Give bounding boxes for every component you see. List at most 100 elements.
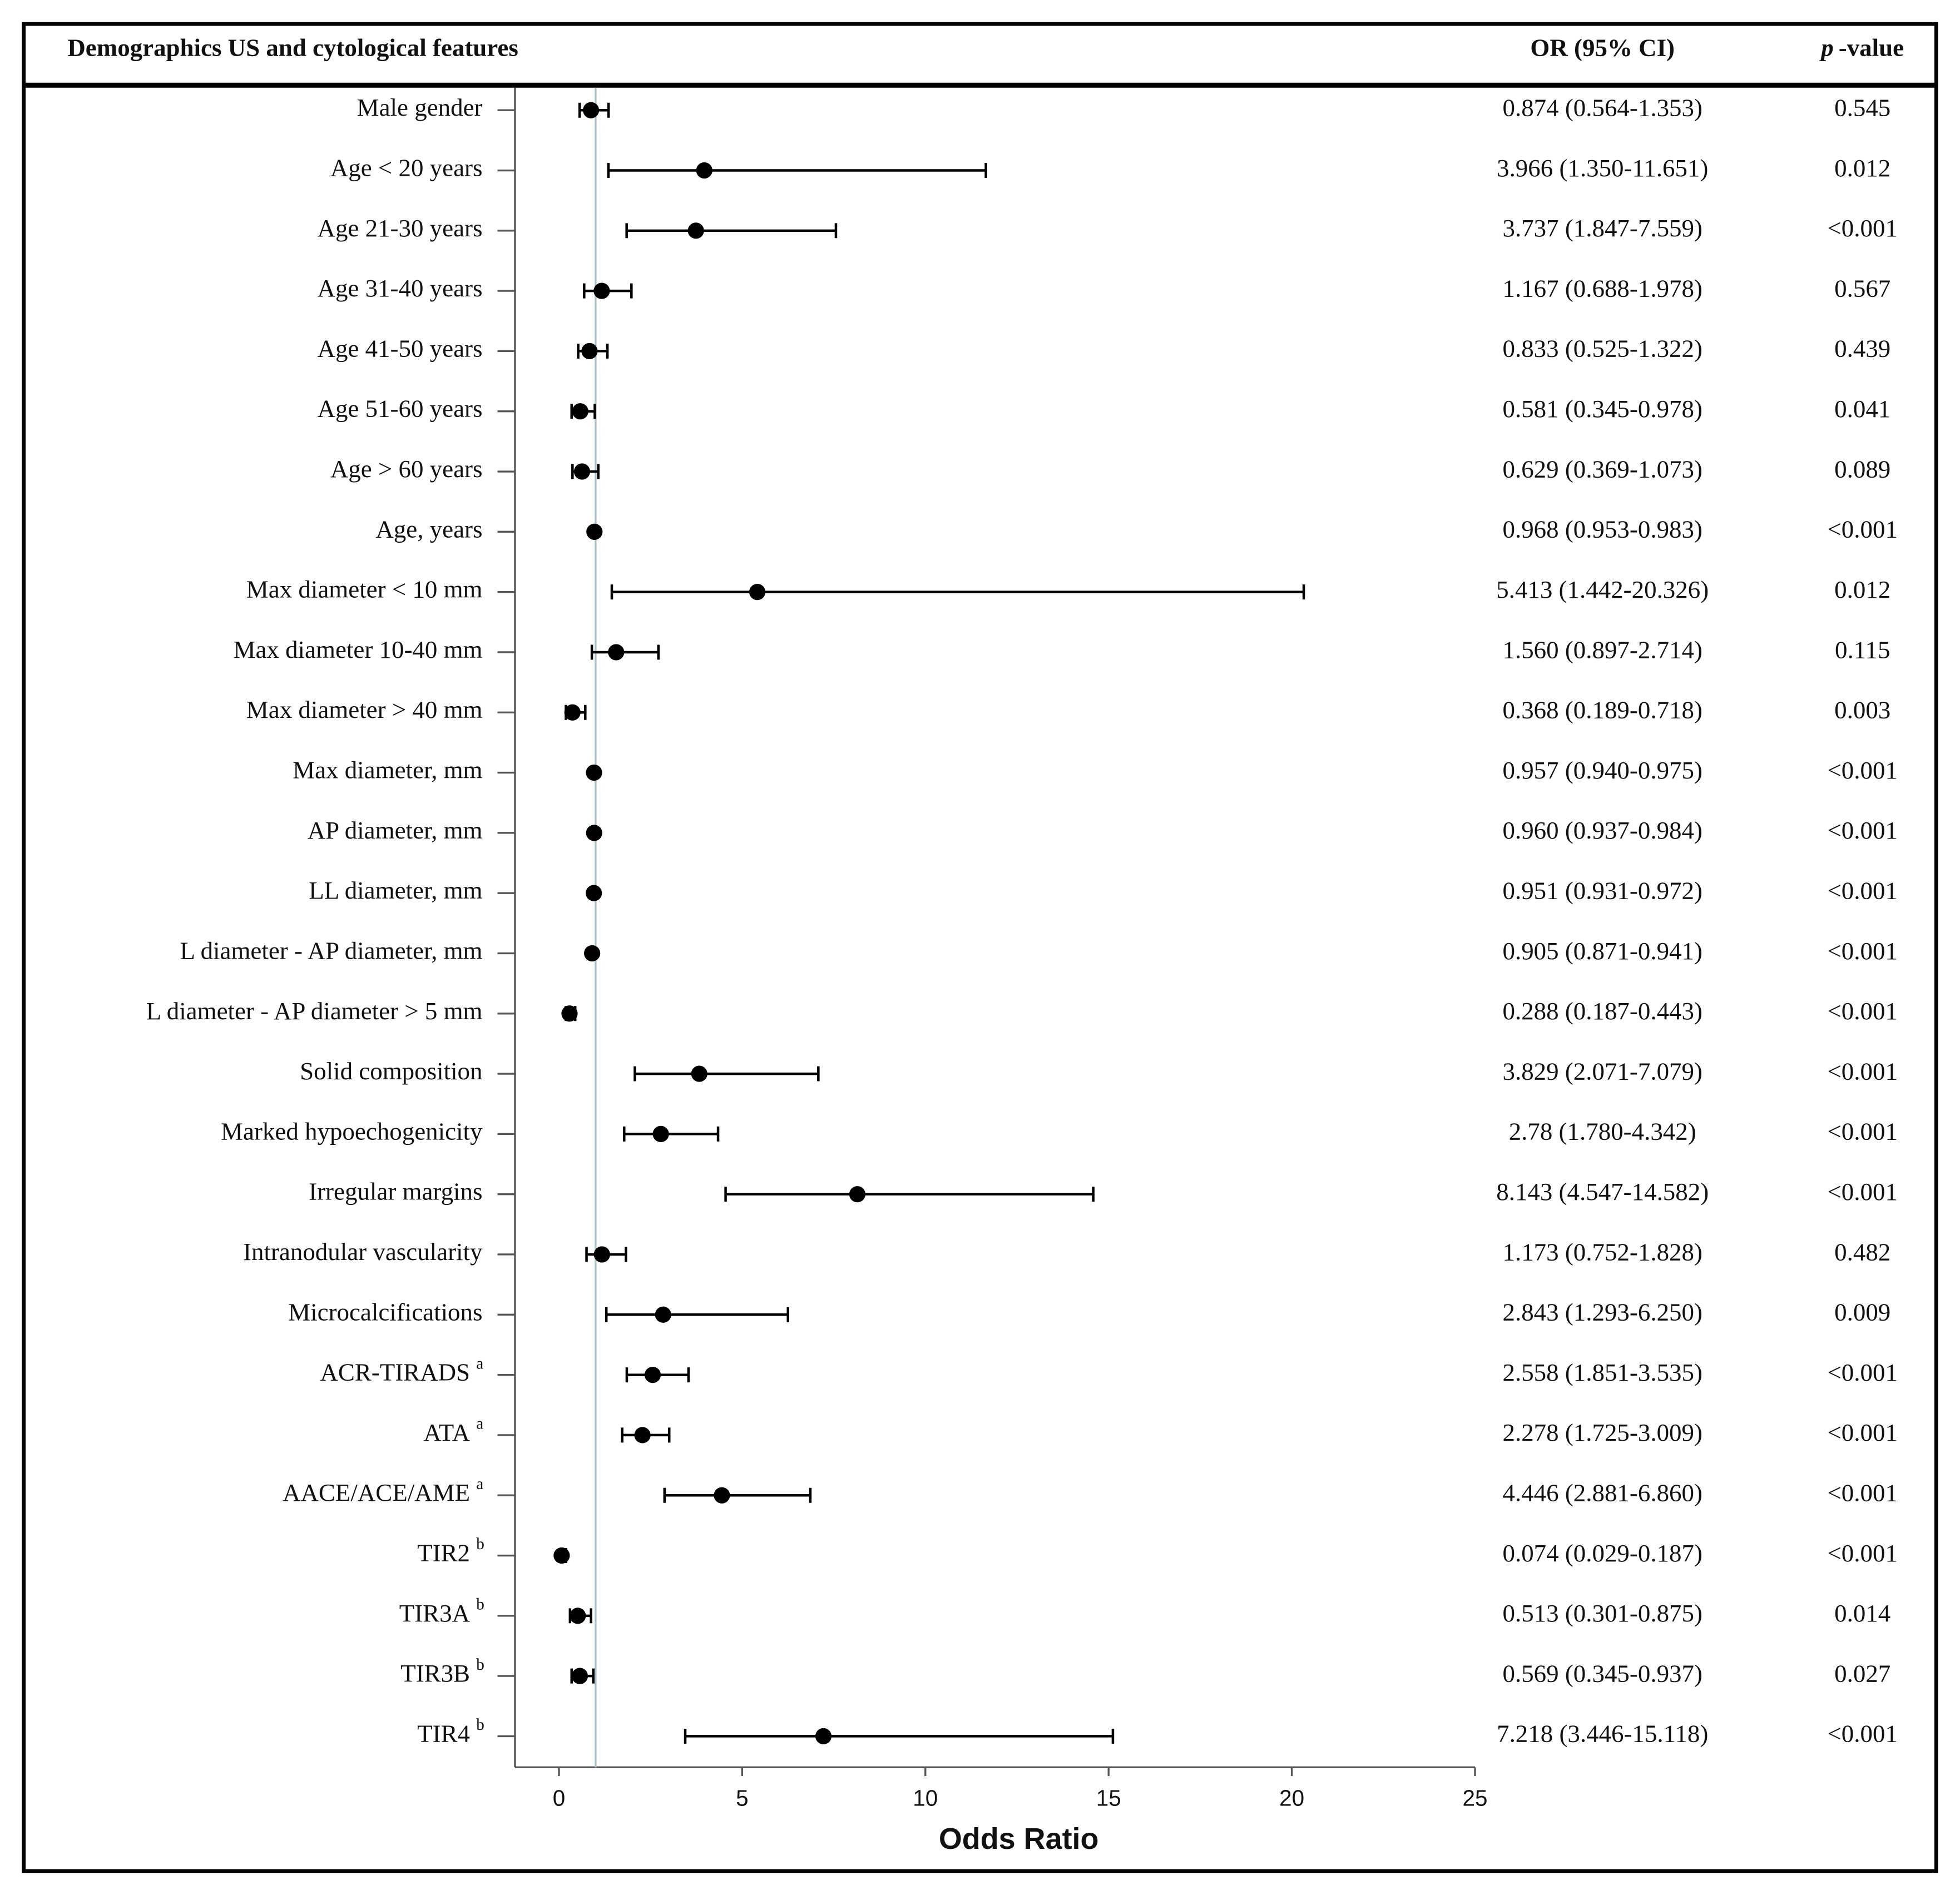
row-label: Age 51-60 years xyxy=(318,395,483,423)
row-label-text: TIR4 xyxy=(417,1720,470,1748)
p-value: 0.003 xyxy=(1834,696,1890,724)
row-label: Intranodular vascularity xyxy=(243,1238,483,1266)
row-label-text: ATA xyxy=(423,1418,470,1446)
ci-whisker xyxy=(605,1307,789,1322)
ci-whisker xyxy=(663,1487,812,1503)
row-label: AP diameter, mm xyxy=(308,816,483,844)
row-label-text: Microcalcifications xyxy=(288,1298,482,1326)
p-value: <0.001 xyxy=(1827,937,1897,965)
p-value: 0.567 xyxy=(1834,274,1890,302)
row-label: Male gender xyxy=(357,94,483,122)
row-label: L diameter - AP diameter, mm xyxy=(180,937,483,965)
row-label: Solid composition xyxy=(300,1057,482,1085)
row-label: Irregular margins xyxy=(309,1178,482,1206)
row-label-text: AP diameter, mm xyxy=(308,816,483,844)
header-or: OR (95% CI) xyxy=(1530,34,1675,62)
p-value: <0.001 xyxy=(1827,997,1897,1025)
row-label-text: TIR2 xyxy=(417,1539,470,1567)
or-ci-label: 0.951 (0.931-0.972) xyxy=(1502,876,1702,904)
row-superscript: b xyxy=(476,1596,484,1614)
row-label-text: Age > 60 years xyxy=(330,455,483,483)
row-label-text: Marked hypoechogenicity xyxy=(221,1118,483,1145)
ci-whisker xyxy=(607,163,987,178)
or-ci-label: 0.905 (0.871-0.941) xyxy=(1502,937,1702,965)
row-label: Age 31-40 years xyxy=(318,274,483,302)
ci-whisker xyxy=(623,1126,720,1142)
p-value: <0.001 xyxy=(1827,1720,1897,1748)
p-value: <0.001 xyxy=(1827,1358,1897,1386)
row-superscript: b xyxy=(476,1716,484,1734)
p-value: 0.482 xyxy=(1834,1238,1890,1266)
p-value: 0.041 xyxy=(1834,395,1890,423)
or-ci-label: 2.278 (1.725-3.009) xyxy=(1502,1418,1702,1446)
odds-ratio-point xyxy=(561,1005,578,1022)
or-ci-label: 0.960 (0.937-0.984) xyxy=(1502,816,1702,844)
or-ci-label: 0.874 (0.564-1.353) xyxy=(1502,94,1702,122)
odds-ratio-point xyxy=(644,1366,661,1383)
odds-ratio-point xyxy=(652,1125,669,1142)
p-value: <0.001 xyxy=(1827,214,1897,242)
odds-ratio-point xyxy=(593,1246,610,1263)
p-value: <0.001 xyxy=(1827,1418,1897,1446)
row-label-text: Male gender xyxy=(357,94,483,122)
odds-ratio-point xyxy=(581,343,598,360)
header-p: p -value xyxy=(1819,34,1904,62)
or-ci-label: 0.968 (0.953-0.983) xyxy=(1502,515,1702,543)
or-ci-label: 8.143 (4.547-14.582) xyxy=(1496,1178,1709,1206)
odds-ratio-point xyxy=(586,523,603,540)
row-label-text: Max diameter > 40 mm xyxy=(246,696,483,724)
ci-whisker xyxy=(633,1066,820,1082)
row-label-text: TIR3B xyxy=(400,1659,470,1687)
x-tick-label: 5 xyxy=(736,1785,749,1810)
or-ci-label: 4.446 (2.881-6.860) xyxy=(1502,1479,1702,1507)
row-label: Marked hypoechogenicity xyxy=(221,1118,483,1145)
or-ci-label: 2.558 (1.851-3.535) xyxy=(1502,1358,1702,1386)
row-label: Age < 20 years xyxy=(330,154,483,182)
or-ci-label: 0.288 (0.187-0.443) xyxy=(1502,997,1702,1025)
p-value: <0.001 xyxy=(1827,1539,1897,1567)
odds-ratio-point xyxy=(573,463,591,480)
or-ci-label: 3.829 (2.071-7.079) xyxy=(1502,1057,1702,1085)
row-superscript: a xyxy=(476,1475,483,1493)
or-ci-label: 1.167 (0.688-1.978) xyxy=(1502,274,1702,302)
or-ci-label: 2.843 (1.293-6.250) xyxy=(1502,1298,1702,1326)
row-label-text: Max diameter, mm xyxy=(293,756,482,784)
odds-ratio-point xyxy=(572,403,588,420)
or-ci-label: 0.833 (0.525-1.322) xyxy=(1502,335,1702,363)
row-superscript: a xyxy=(476,1355,483,1372)
p-value: 0.089 xyxy=(1834,455,1890,483)
or-ci-label: 0.629 (0.369-1.073) xyxy=(1502,455,1702,483)
row-label: Age > 60 years xyxy=(330,455,483,483)
row-label-text: Age 21-30 years xyxy=(318,214,483,242)
p-value: <0.001 xyxy=(1827,756,1897,784)
odds-ratio-point xyxy=(582,102,600,118)
row-label: Max diameter, mm xyxy=(293,756,482,784)
or-ci-label: 3.966 (1.350-11.651) xyxy=(1497,154,1708,182)
row-label-text: Intranodular vascularity xyxy=(243,1238,483,1266)
row-label: Max diameter 10-40 mm xyxy=(233,636,482,663)
x-axis-label: Odds Ratio xyxy=(939,1822,1099,1856)
row-superscript: b xyxy=(476,1535,484,1553)
row-label-text: LL diameter, mm xyxy=(309,876,482,904)
row-label: ATA xyxy=(423,1418,470,1446)
row-label-text: L diameter - AP diameter > 5 mm xyxy=(146,997,483,1025)
row-label-text: AACE/ACE/AME xyxy=(283,1479,470,1507)
odds-ratio-point xyxy=(586,764,602,781)
x-tick-label: 15 xyxy=(1096,1785,1121,1810)
p-value: 0.115 xyxy=(1835,636,1890,663)
odds-ratio-point xyxy=(691,1065,707,1082)
ci-whisker xyxy=(684,1728,1115,1744)
x-tick-label: 0 xyxy=(553,1785,566,1810)
row-label: TIR2 xyxy=(417,1539,470,1567)
row-superscript: a xyxy=(476,1415,483,1433)
odds-ratio-point xyxy=(634,1427,651,1443)
or-ci-label: 7.218 (3.446-15.118) xyxy=(1497,1720,1708,1748)
x-tick-label: 20 xyxy=(1279,1785,1304,1810)
odds-ratio-point xyxy=(696,162,712,179)
row-label: ACR-TIRADS xyxy=(320,1358,470,1386)
odds-ratio-point xyxy=(687,222,704,239)
odds-ratio-point xyxy=(570,1608,586,1624)
odds-ratio-point xyxy=(586,885,602,901)
or-ci-label: 0.513 (0.301-0.875) xyxy=(1502,1599,1702,1627)
